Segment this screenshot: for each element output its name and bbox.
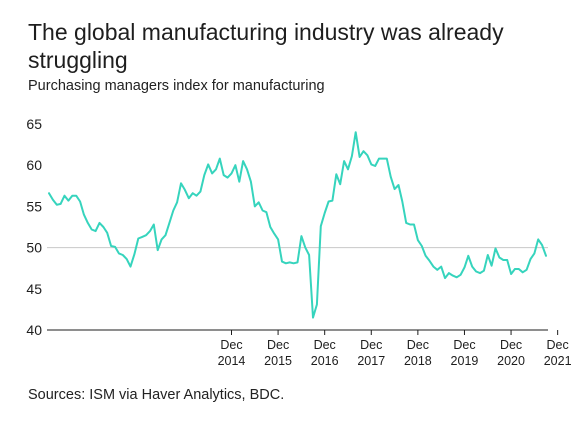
x-tick-label: Dec [500,338,522,352]
x-tick-label: 2020 [497,354,525,368]
x-axis-ticks: Dec 2014 Dec 2015 Dec 2016 Dec 2017 Dec 2018 Dec 20… [218,330,572,368]
x-tick-label: Dec [360,338,382,352]
x-tick-label: Dec [453,338,475,352]
pmi-series-line [48,131,547,319]
x-tick-label: 2019 [451,354,479,368]
y-tick-label: 65 [26,116,42,132]
y-tick-label: 45 [26,281,42,297]
y-tick-label: 55 [26,198,42,214]
y-axis: 40 45 50 55 60 65 [26,116,42,338]
x-tick-label: Dec [407,338,429,352]
y-tick-label: 60 [26,157,42,173]
source-note: Sources: ISM via Haver Analytics, BDC. [28,387,285,403]
chart-subtitle: Purchasing managers index for manufactur… [28,78,325,94]
x-tick-label: 2015 [264,354,292,368]
x-tick-label: 2016 [311,354,339,368]
y-tick-label: 40 [26,322,42,338]
x-tick-label: Dec [220,338,242,352]
y-tick-label: 50 [26,240,42,256]
x-tick-label: Dec [314,338,336,352]
x-tick-label: 2017 [357,354,385,368]
x-tick-label: 2021 [544,354,572,368]
x-tick-label: 2014 [218,354,246,368]
x-tick-label: Dec [267,338,289,352]
chart-title: The global manufacturing industry was al… [28,19,504,73]
x-tick-label: 2018 [404,354,432,368]
x-tick-label: Dec [547,338,569,352]
